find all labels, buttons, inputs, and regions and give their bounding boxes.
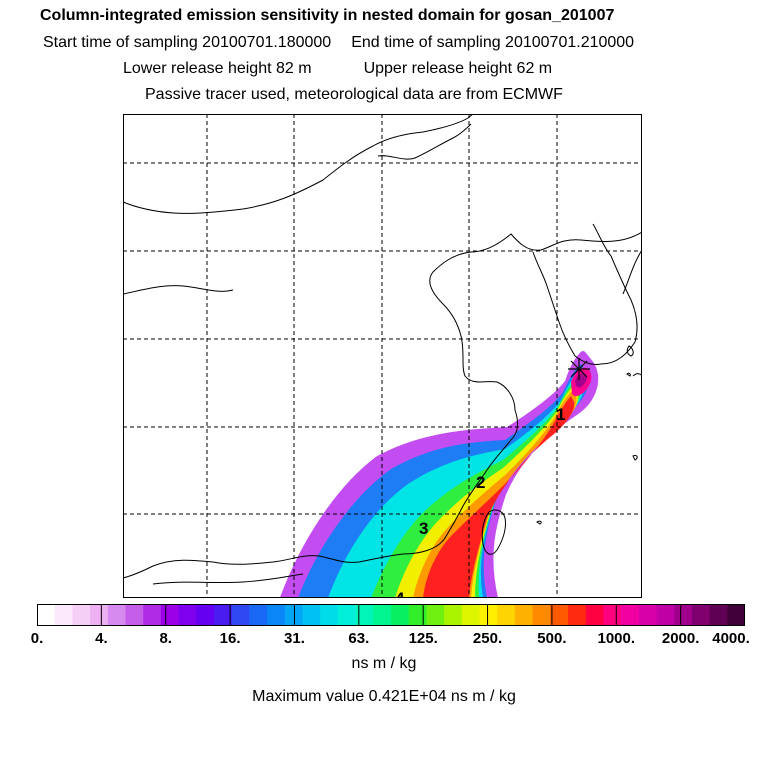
colorbar-label: 31. — [284, 630, 305, 647]
colorbar-cell — [337, 604, 357, 626]
colorbar-ticks — [100, 604, 682, 626]
colorbar-cell — [231, 604, 250, 626]
colorbar-label: 8. — [159, 630, 172, 647]
tracer-info: Passive tracer used, meteorological data… — [145, 86, 563, 103]
marker-3: 3 — [419, 519, 428, 538]
marker-2: 2 — [476, 473, 485, 492]
colorbar-label: 0. — [30, 630, 44, 647]
grid-lines — [123, 114, 642, 598]
colorbar-cells — [37, 604, 745, 626]
colorbar-cell — [461, 604, 480, 626]
colorbar-label: 250. — [472, 630, 503, 647]
colorbar — [37, 604, 745, 626]
marker-4: 4 — [395, 589, 405, 598]
colorbar-cell — [320, 604, 339, 626]
colorbar-label: 4000. — [712, 630, 750, 647]
plot-title: Column-integrated emission sensitivity i… — [40, 7, 615, 24]
colorbar-cell — [674, 604, 693, 626]
colorbar-cell — [408, 604, 427, 626]
colorbar-cell — [603, 604, 622, 626]
colorbar-cell — [426, 604, 445, 626]
plume-source-core — [575, 373, 587, 388]
colorbar-cell — [267, 604, 286, 626]
colorbar-label: 2000. — [661, 630, 700, 647]
coast-south — [123, 573, 304, 598]
colorbar-label: 500. — [537, 630, 567, 647]
colorbar-cell — [160, 604, 180, 626]
colorbar-cell — [621, 604, 640, 626]
colorbar-frame — [37, 604, 745, 626]
colorbar-cell — [479, 604, 498, 626]
colorbar-cell — [355, 604, 374, 626]
maximum-value: Maximum value 0.421E+04 ns m / kg — [252, 688, 516, 705]
lower-release-height: Lower release height 82 m — [123, 60, 312, 77]
release-heights: Lower release height 82 m Upper release h… — [123, 60, 552, 78]
colorbar-cell — [656, 604, 675, 626]
colorbar-cell — [90, 604, 109, 626]
colorbar-label: 125. — [408, 630, 438, 647]
colorbar-cell — [214, 604, 233, 626]
colorbar-cell — [709, 604, 728, 626]
colorbar-cell — [107, 604, 126, 626]
colorbar-cell — [532, 604, 551, 626]
colorbar-label: 1000. — [597, 630, 636, 647]
colorbar-cell — [497, 604, 516, 626]
colorbar-cell — [585, 604, 604, 626]
colorbar-cell — [178, 604, 197, 626]
plume-band-red — [423, 396, 575, 598]
colorbar-units: ns m / kg — [351, 655, 417, 672]
colorbar-label: 63. — [348, 630, 370, 647]
trajectory-markers: 1 2 3 4 — [395, 405, 565, 598]
coast-bohai — [429, 231, 642, 411]
upper-release-height: Upper release height 62 m — [363, 60, 553, 77]
coast-yellow-sea — [123, 409, 519, 579]
plume-band-cyan — [328, 372, 584, 598]
colorbar-cell — [444, 604, 463, 626]
map-panel: 1 2 3 4 — [123, 114, 642, 598]
colorbar-cell — [550, 604, 569, 626]
colorbar-cell — [638, 604, 657, 626]
map-frame — [123, 114, 642, 598]
colorbar-cell — [125, 604, 144, 626]
plume — [280, 351, 599, 598]
colorbar-cell — [302, 604, 321, 626]
colorbar-cell — [249, 604, 268, 626]
start-time: Start time of sampling 20100701.180000 — [43, 34, 332, 51]
end-time: End time of sampling 20100701.210000 — [351, 34, 635, 51]
colorbar-cell — [143, 604, 162, 626]
colorbar-label: 16. — [219, 630, 241, 647]
colorbar-label: 4. — [95, 630, 108, 647]
colorbar-cell — [284, 604, 303, 626]
coast-taiwan — [481, 509, 506, 555]
colorbar-cell — [727, 604, 745, 626]
coast-inner-line — [123, 285, 234, 295]
colorbar-cell — [54, 604, 73, 626]
coast-korea — [532, 223, 638, 365]
coastlines — [123, 114, 642, 598]
coast-mongolia-border — [377, 123, 472, 160]
colorbar-cell — [691, 604, 711, 626]
colorbar-cell — [391, 604, 410, 626]
sampling-times: Start time of sampling 20100701.180000 En… — [43, 34, 634, 52]
colorbar-cell — [37, 604, 56, 626]
colorbar-cell — [72, 604, 91, 626]
coast-north-china — [123, 114, 474, 214]
colorbar-cell — [373, 604, 392, 626]
colorbar-cell — [568, 604, 587, 626]
marker-1: 1 — [556, 405, 565, 424]
colorbar-cell — [514, 604, 534, 626]
release-point-icon — [568, 358, 590, 380]
coast-islands — [536, 372, 638, 525]
colorbar-cell — [196, 604, 215, 626]
